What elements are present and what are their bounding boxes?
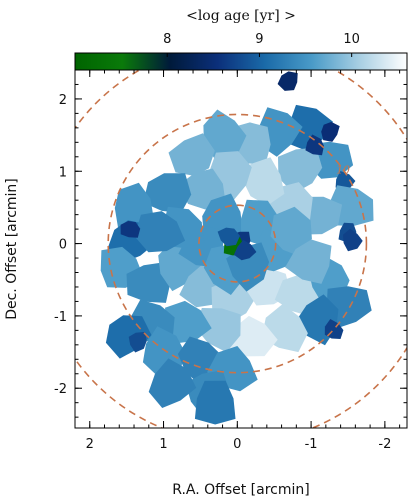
heatmap-cell	[278, 147, 323, 194]
heatmap-cell	[128, 331, 147, 353]
heatmap-cell	[143, 173, 192, 213]
heatmap-cell	[120, 221, 141, 238]
heatmap-cell	[105, 315, 152, 359]
heatmap-cell	[126, 262, 171, 303]
x-tick-label: -1	[305, 437, 318, 452]
heatmap-cells	[100, 71, 374, 425]
heatmap-cell	[305, 134, 324, 156]
heatmap-cell	[285, 239, 332, 284]
x-tick-label: 0	[233, 437, 241, 452]
heatmap-cell	[196, 308, 241, 353]
heatmap-cell	[165, 300, 212, 344]
colorbar-ticks: 8 9 10	[163, 32, 360, 57]
heatmap-cell	[168, 133, 215, 176]
colorbar	[74, 52, 408, 71]
heatmap-cell	[148, 358, 197, 408]
contour-label: 15	[58, 337, 72, 350]
heatmap-cell	[134, 211, 186, 253]
heatmap-cell	[243, 157, 285, 206]
heatmap-cell	[217, 227, 240, 247]
heatmap-cell	[277, 71, 298, 91]
contour-ring	[107, 113, 368, 374]
plot-frame	[74, 69, 408, 429]
y-axis-label: Dec. Offset [arcmin]	[4, 178, 20, 320]
y-tick-label: -1	[54, 310, 67, 325]
x-tick-label: -2	[378, 437, 391, 452]
contour-label: 10	[336, 164, 350, 177]
contour-ring	[198, 204, 277, 283]
colorbar-tick-label: 9	[255, 32, 263, 47]
x-tick-label: 1	[159, 437, 167, 452]
y-tick-label: 2	[59, 93, 67, 108]
colorbar-tick-label: 10	[343, 32, 360, 47]
heatmap-cell	[343, 228, 363, 252]
heatmap-cell	[288, 104, 333, 152]
colorbar-title: <log age [yr] >	[186, 8, 296, 24]
colorbar-tick-label: 8	[163, 32, 171, 47]
y-tick-label: 1	[59, 165, 67, 180]
heatmap-cell	[194, 380, 236, 425]
heatmap-cell	[203, 109, 247, 161]
heatmap-cell	[270, 206, 312, 258]
x-tick-label: 2	[86, 437, 94, 452]
x-axis-label: R.A. Offset [arcmin]	[172, 482, 309, 498]
y-tick-label: -2	[54, 382, 67, 397]
heatmap-cell	[321, 121, 340, 142]
heatmap-cell	[233, 240, 257, 261]
y-tick-label: 0	[59, 238, 67, 253]
